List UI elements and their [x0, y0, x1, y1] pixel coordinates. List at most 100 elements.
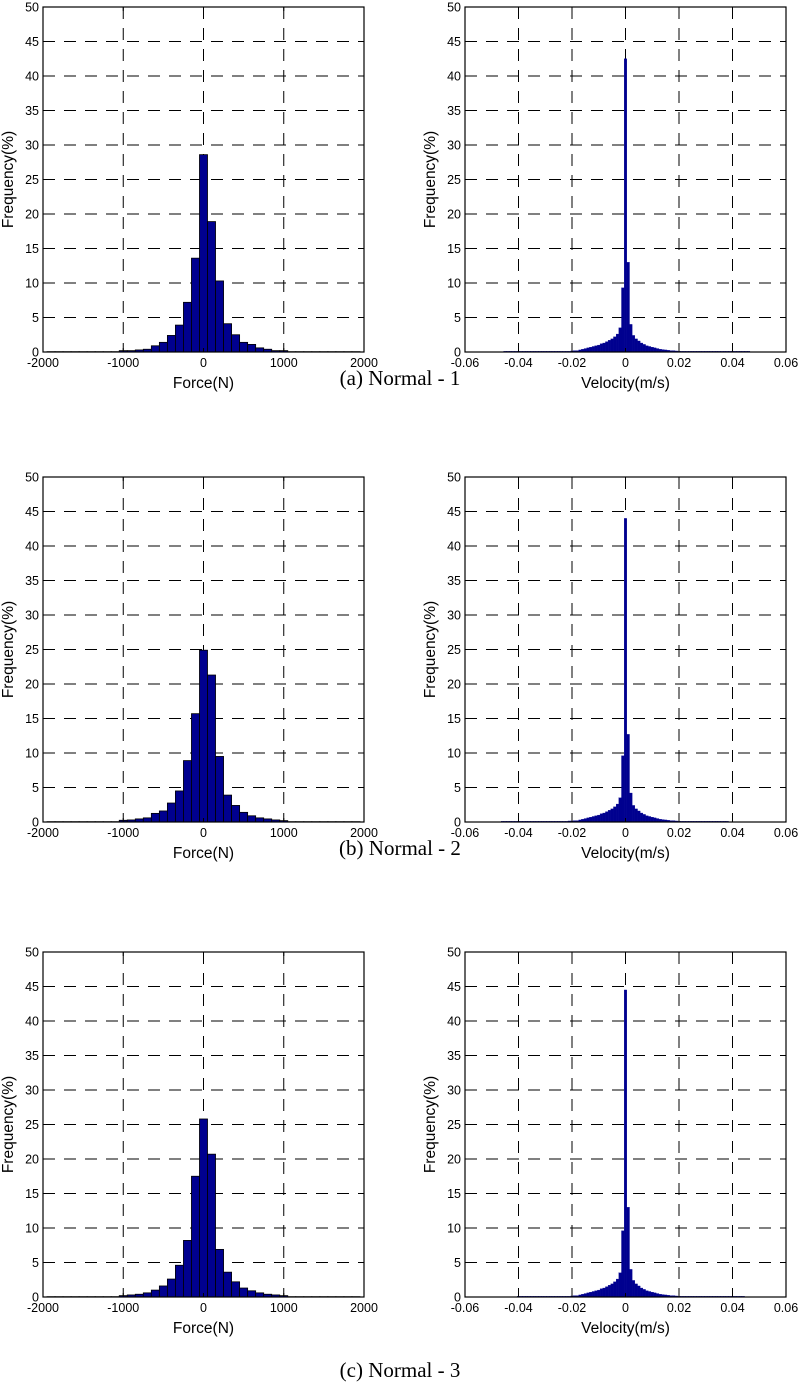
histogram-bar — [602, 342, 606, 353]
y-axis-label: Frequency(%) — [0, 601, 17, 698]
histogram-bar — [629, 792, 633, 823]
x-tick-label: -0.02 — [558, 826, 587, 840]
x-axis-label: Force(N) — [173, 1320, 234, 1337]
y-tick-label: 45 — [25, 505, 39, 519]
y-tick-label: 40 — [447, 70, 461, 84]
y-tick-label: 20 — [25, 208, 39, 222]
histogram-bar — [634, 1283, 638, 1298]
histogram-bar — [599, 1288, 603, 1298]
x-tick-label: 2000 — [350, 826, 378, 840]
x-tick-label: 0.02 — [667, 356, 691, 370]
histogram-bar — [642, 1289, 646, 1298]
histogram-bar — [648, 1291, 652, 1298]
histogram-bar — [247, 815, 257, 823]
histogram-bar — [650, 817, 654, 823]
y-tick-label: 0 — [454, 816, 461, 830]
histogram-bar — [640, 342, 644, 353]
histogram-bar — [591, 346, 595, 353]
histogram-bar — [605, 811, 609, 823]
y-tick-label: 0 — [32, 1291, 39, 1305]
histogram-bar — [239, 811, 249, 823]
histogram-bar — [626, 734, 630, 823]
histogram-bar — [207, 674, 216, 823]
y-tick-label: 35 — [447, 1049, 461, 1063]
histogram-bar — [239, 1287, 249, 1298]
histogram-bar — [191, 257, 200, 353]
histogram-bar — [629, 1269, 633, 1298]
y-tick-label: 10 — [25, 277, 39, 291]
y-tick-label: 10 — [25, 747, 39, 761]
histogram-bar — [618, 797, 622, 823]
histogram-bar — [183, 1240, 192, 1298]
y-tick-label: 30 — [447, 609, 461, 623]
histogram-bar — [607, 340, 611, 353]
y-tick-label: 40 — [447, 1015, 461, 1029]
histogram-bar — [610, 1283, 614, 1298]
x-tick-label: 2000 — [350, 1301, 378, 1315]
y-tick-label: 30 — [25, 609, 39, 623]
histogram-bar — [621, 755, 625, 823]
histogram-bar — [632, 335, 636, 353]
x-tick-label: 0.06 — [774, 356, 798, 370]
histogram-bar — [255, 817, 265, 823]
x-tick-label: -0.06 — [451, 826, 480, 840]
histogram-bar — [632, 805, 636, 823]
y-tick-label: 5 — [32, 781, 39, 795]
histogram-bar — [586, 817, 590, 823]
chart-a-right: 0 5 10 15 20 25 30 35 40 45 50 -0.06 -0.04 -0.02 0 0.02… — [422, 1, 798, 393]
histogram-bar — [586, 347, 590, 353]
histogram-bar — [637, 1285, 641, 1298]
x-tick-label: 0 — [622, 826, 629, 840]
histogram-bar — [183, 760, 192, 823]
histogram-bar — [640, 812, 644, 823]
figure-caption: (c) Normal - 3 — [340, 1358, 461, 1382]
histogram-bar — [150, 1289, 160, 1298]
histogram-bar — [650, 1292, 654, 1298]
histogram-bar — [199, 649, 208, 823]
x-tick-label: -1000 — [107, 1301, 139, 1315]
chart-b-left: 0 5 10 15 20 25 30 35 40 45 50 -2000 -1000 0 1000 2000 F… — [0, 471, 378, 863]
histogram-bar — [586, 1292, 590, 1298]
histogram-bar — [589, 347, 593, 353]
histogram-bar — [621, 287, 625, 353]
y-tick-label: 5 — [32, 311, 39, 325]
y-axis-label: Frequency(%) — [422, 1076, 439, 1173]
histogram-bar — [215, 280, 224, 353]
y-tick-label: 15 — [447, 1187, 461, 1201]
histogram-bar — [175, 1264, 184, 1298]
histogram-bar — [621, 1230, 625, 1298]
histogram-bar — [645, 345, 649, 353]
histogram-bar — [605, 1286, 609, 1298]
y-tick-label: 0 — [32, 816, 39, 830]
x-tick-label: -1000 — [107, 826, 139, 840]
y-tick-label: 5 — [454, 781, 461, 795]
histogram-bar — [650, 347, 654, 353]
chart-c-left: 0 5 10 15 20 25 30 35 40 45 50 -2000 -1000 0 1000 2000 F… — [0, 946, 378, 1338]
histogram-bar — [632, 1280, 636, 1298]
histogram-bar — [158, 1285, 168, 1298]
histogram-bar — [645, 815, 649, 823]
histogram-bar — [231, 805, 241, 823]
y-tick-label: 10 — [447, 1222, 461, 1236]
x-tick-label: -0.04 — [504, 356, 533, 370]
histogram-bar — [223, 794, 232, 823]
y-tick-label: 15 — [447, 242, 461, 256]
histogram-bar — [602, 1287, 606, 1298]
histogram-bar — [594, 1290, 598, 1298]
y-tick-label: 50 — [447, 1, 461, 15]
histogram-bar — [594, 815, 598, 823]
histogram-bar — [597, 344, 601, 353]
x-tick-label: -0.04 — [504, 1301, 533, 1315]
histogram-bar — [653, 817, 657, 823]
y-tick-label: 5 — [454, 1256, 461, 1270]
histogram-bar — [613, 1281, 617, 1298]
histogram-bar — [255, 1292, 265, 1298]
x-axis-label: Velocity(m/s) — [581, 845, 670, 862]
y-tick-label: 40 — [25, 70, 39, 84]
histogram-bar — [158, 341, 168, 353]
y-axis-label: Frequency(%) — [0, 1076, 17, 1173]
histogram-bar — [231, 1281, 241, 1298]
histogram-bar — [618, 1272, 622, 1298]
y-tick-label: 15 — [25, 242, 39, 256]
